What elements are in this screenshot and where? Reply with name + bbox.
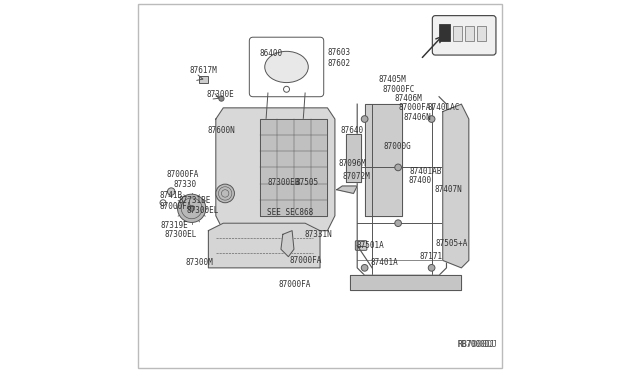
Bar [453, 26, 463, 41]
Text: RB7000DJ: RB7000DJ [458, 340, 498, 349]
Text: 87330: 87330 [173, 180, 196, 189]
Text: 87000FA: 87000FA [289, 256, 322, 265]
Text: 87401AB: 87401AB [410, 167, 442, 176]
Polygon shape [337, 186, 357, 193]
Circle shape [428, 116, 435, 122]
Text: 87000FA: 87000FA [278, 280, 310, 289]
Text: 87331N: 87331N [305, 230, 332, 239]
Text: 87407N: 87407N [435, 185, 462, 194]
Text: 87300M: 87300M [186, 258, 213, 267]
Text: 87505+A: 87505+A [435, 239, 468, 248]
Text: 87000FA: 87000FA [398, 103, 431, 112]
Text: 87300E: 87300E [207, 90, 234, 99]
Text: 87000FA: 87000FA [159, 202, 191, 211]
Text: 87602: 87602 [328, 59, 351, 68]
Text: 87300EB: 87300EB [267, 178, 300, 187]
Circle shape [362, 116, 368, 122]
Circle shape [428, 264, 435, 271]
Text: 87405M: 87405M [379, 76, 406, 84]
Text: 87406N: 87406N [404, 113, 431, 122]
Text: 87600N: 87600N [207, 126, 235, 135]
Polygon shape [346, 134, 361, 182]
Text: 87000G: 87000G [384, 142, 412, 151]
Text: 87300EL: 87300EL [164, 230, 197, 239]
Text: 8741B: 8741B [159, 191, 182, 200]
FancyBboxPatch shape [355, 241, 367, 250]
Text: 87300EL: 87300EL [186, 206, 218, 215]
Text: 87319E: 87319E [161, 221, 189, 230]
Text: 87640: 87640 [341, 126, 364, 135]
Polygon shape [281, 231, 294, 257]
Text: 87171: 87171 [420, 252, 443, 261]
Text: 87617M: 87617M [189, 66, 217, 75]
Circle shape [395, 220, 401, 227]
Polygon shape [260, 119, 328, 216]
Text: 87400: 87400 [408, 176, 431, 185]
Text: 87406M: 87406M [394, 94, 422, 103]
Text: 87000FC: 87000FC [383, 85, 415, 94]
Polygon shape [365, 104, 402, 216]
Polygon shape [216, 108, 335, 231]
Circle shape [177, 194, 206, 222]
Polygon shape [443, 104, 468, 268]
Polygon shape [209, 223, 320, 268]
Bar [465, 26, 474, 41]
Bar [477, 26, 486, 41]
Text: 87603: 87603 [328, 48, 351, 57]
Text: 87505: 87505 [296, 178, 319, 187]
Text: 87401AC: 87401AC [428, 103, 460, 112]
Bar [200, 76, 207, 83]
Text: 87072M: 87072M [342, 172, 370, 181]
Polygon shape [349, 275, 461, 290]
Bar [439, 24, 450, 41]
Ellipse shape [265, 51, 308, 83]
Text: 87731BE: 87731BE [179, 196, 211, 205]
Circle shape [219, 96, 224, 101]
Text: SEE SEC868: SEE SEC868 [267, 208, 314, 217]
Text: 87000FA: 87000FA [167, 170, 199, 179]
Text: 86400: 86400 [260, 49, 283, 58]
Text: 87096M: 87096M [339, 159, 366, 168]
Circle shape [362, 264, 368, 271]
Circle shape [395, 164, 401, 171]
Text: 87501A: 87501A [356, 241, 384, 250]
Text: 87401A: 87401A [370, 258, 398, 267]
Text: RB7000DJ: RB7000DJ [458, 340, 495, 349]
FancyBboxPatch shape [433, 16, 496, 55]
Circle shape [189, 205, 195, 211]
Circle shape [168, 188, 175, 195]
Circle shape [216, 184, 234, 203]
